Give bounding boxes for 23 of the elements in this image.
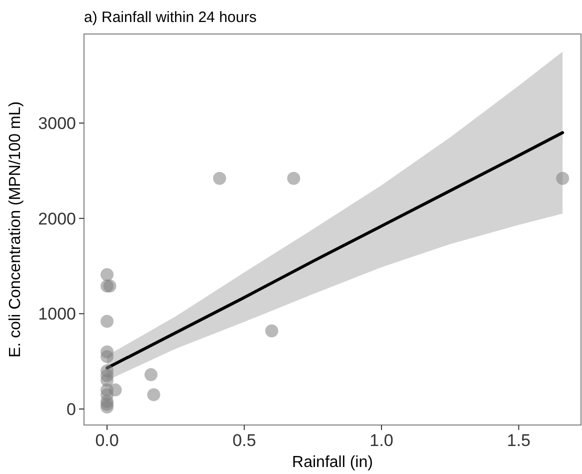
- point: [108, 383, 122, 396]
- x-tick-label: 1.0: [370, 431, 394, 450]
- point: [556, 172, 570, 185]
- x-tick-label: 0.5: [232, 431, 256, 450]
- point: [100, 268, 114, 282]
- point: [265, 324, 278, 338]
- y-tick-label: 2000: [38, 209, 76, 228]
- y-tick-label: 0: [66, 400, 76, 419]
- point: [213, 172, 226, 185]
- point: [144, 368, 158, 382]
- point: [147, 388, 160, 402]
- y-tick-label: 3000: [38, 114, 76, 134]
- x-tick-label: 1.5: [506, 431, 531, 450]
- y-axis-title: E. coli Concentration (MPN/100 mL): [7, 101, 24, 358]
- point: [100, 314, 114, 328]
- point: [100, 350, 114, 364]
- point: [100, 400, 114, 414]
- point: [103, 280, 116, 293]
- x-axis-title: Rainfall (in): [292, 454, 373, 471]
- point: [287, 172, 300, 185]
- chart-title: a) Rainfall within 24 hours: [84, 9, 257, 26]
- x-tick-label: 0.0: [95, 431, 119, 450]
- y-tick-label: 1000: [38, 304, 76, 324]
